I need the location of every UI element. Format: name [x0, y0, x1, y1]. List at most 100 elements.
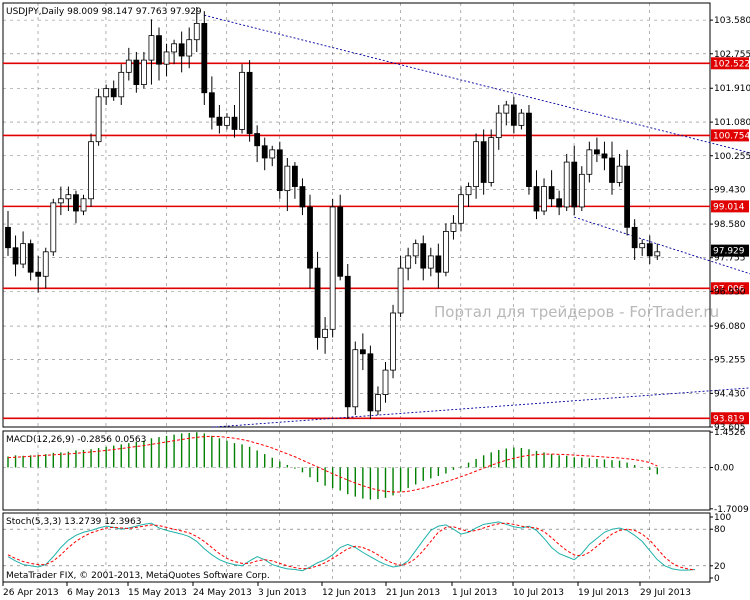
candle-bull	[148, 35, 155, 61]
candle-bear	[556, 198, 563, 208]
candle-bear	[480, 141, 487, 183]
price-tick-label: 96.080	[714, 322, 746, 332]
price-tick-label: 93.605	[714, 423, 746, 433]
candle-bull	[239, 71, 245, 130]
price-tick-label: 98.580	[714, 220, 746, 230]
candle-bull	[125, 59, 132, 73]
price-trendlines	[204, 14, 750, 428]
date-tick-label: 15 May 2013	[128, 588, 187, 598]
stoch-main-line	[7, 521, 696, 572]
candle-bull	[639, 243, 646, 249]
price-tick-label: 99.430	[714, 185, 746, 195]
date-tick-label: 29 Jul 2013	[640, 588, 691, 598]
macd-tick-label: 1.4526	[714, 428, 746, 438]
date-tick-label: 6 May 2013	[67, 588, 120, 598]
candle-bull	[80, 198, 87, 212]
candle-bull	[186, 39, 193, 57]
candle-bear	[299, 186, 306, 208]
candle-bull	[450, 222, 457, 232]
candle-bull	[322, 328, 329, 338]
candle-bull	[65, 194, 72, 200]
date-tick-label: 10 Jul 2013	[513, 588, 564, 598]
date-tick-label: 1 Jul 2013	[452, 588, 497, 598]
stoch-pane[interactable]: Stoch(5,3,3) 13.2739 12.3963 MetaTrader …	[2, 512, 711, 583]
candle-bull	[390, 312, 396, 371]
candle-bull	[95, 96, 102, 143]
date-tick-label: 3 Jun 2013	[258, 588, 306, 598]
candle-bear	[27, 243, 34, 273]
candle-bear	[548, 186, 555, 200]
candle-bull	[140, 59, 147, 85]
price-candles	[5, 7, 661, 420]
candle-bull	[465, 186, 472, 196]
price-tick-label: 102.755	[714, 50, 750, 60]
stoch-tick-label: 100	[714, 513, 731, 523]
candle-bull	[458, 194, 464, 224]
candle-bear	[276, 149, 283, 192]
stoch-lines	[7, 521, 696, 572]
candle-bear	[307, 206, 313, 269]
candle-bear	[35, 271, 42, 277]
candle-bull	[118, 71, 125, 98]
candle-bear	[624, 165, 630, 228]
candle-bull	[193, 22, 200, 41]
candle-bear	[631, 226, 638, 249]
level-price-label: 97.006	[713, 284, 745, 294]
trend-line	[211, 387, 750, 428]
candle-bull	[375, 394, 381, 412]
candle-bear	[208, 92, 215, 118]
candle-bull	[412, 243, 419, 257]
candle-bull	[224, 116, 230, 126]
price-tick-label: 94.430	[714, 389, 746, 399]
date-tick-label: 19 Jul 2013	[578, 588, 629, 598]
candle-bear	[254, 133, 261, 147]
candle-bear	[510, 104, 517, 126]
level-price-tag	[711, 200, 749, 213]
candle-bull	[473, 141, 480, 187]
candle-bull	[616, 165, 623, 183]
candle-bull	[352, 349, 359, 408]
candle-bear	[601, 153, 608, 159]
macd-tick-label: 0.00	[714, 463, 734, 473]
stoch-tick-label: 80	[714, 525, 726, 535]
candle-bear	[246, 71, 253, 134]
macd-pane[interactable]: MACD(12,26,9) -0.2856 0.0563	[2, 430, 711, 511]
candle-bull	[88, 141, 94, 200]
price-levels: 102.522 100.754 99.014 97.006 93.819 97.929	[3, 57, 750, 425]
macd-signal-line	[7, 435, 658, 493]
candle-bull	[578, 173, 585, 208]
candle-bear	[12, 247, 19, 265]
candle-bear	[216, 116, 223, 126]
stoch-header: Stoch(5,3,3) 13.2739 12.3963	[6, 517, 141, 527]
symbol-header: USDJPY,Daily 98.009 98.147 97.763 97.929	[6, 7, 202, 17]
candle-bear	[156, 35, 162, 65]
price-tick-label: 95.255	[714, 356, 746, 366]
price-pane[interactable]: 102.522 100.754 99.014 97.006 93.819 97.929 U…	[2, 2, 750, 428]
candle-bear	[73, 194, 79, 212]
candle-bear	[337, 206, 344, 277]
candle-bull	[20, 243, 27, 265]
candle-bull	[488, 137, 495, 183]
candle-bear	[291, 165, 298, 187]
current-price-tag	[711, 244, 749, 257]
candle-bull	[163, 51, 170, 65]
date-tick-label: 21 Jun 2013	[386, 588, 440, 598]
level-price-tag	[711, 282, 749, 295]
candle-bear	[359, 349, 366, 355]
candle-bear	[594, 149, 600, 155]
level-price-label: 99.014	[713, 202, 745, 212]
price-tick-label: 101.080	[714, 118, 750, 128]
stoch-signal-line	[7, 522, 696, 571]
candle-bear	[435, 255, 442, 273]
candle-bull	[442, 231, 449, 273]
candle-bull	[103, 88, 110, 98]
candle-bear	[314, 267, 321, 338]
level-price-tag	[711, 129, 749, 142]
candle-bear	[5, 226, 11, 249]
macd-tick-label: -1.7009	[714, 505, 749, 515]
trend-line	[204, 14, 750, 154]
stoch-grid	[3, 513, 710, 582]
candle-bull	[495, 112, 502, 139]
candle-bear	[133, 59, 140, 85]
